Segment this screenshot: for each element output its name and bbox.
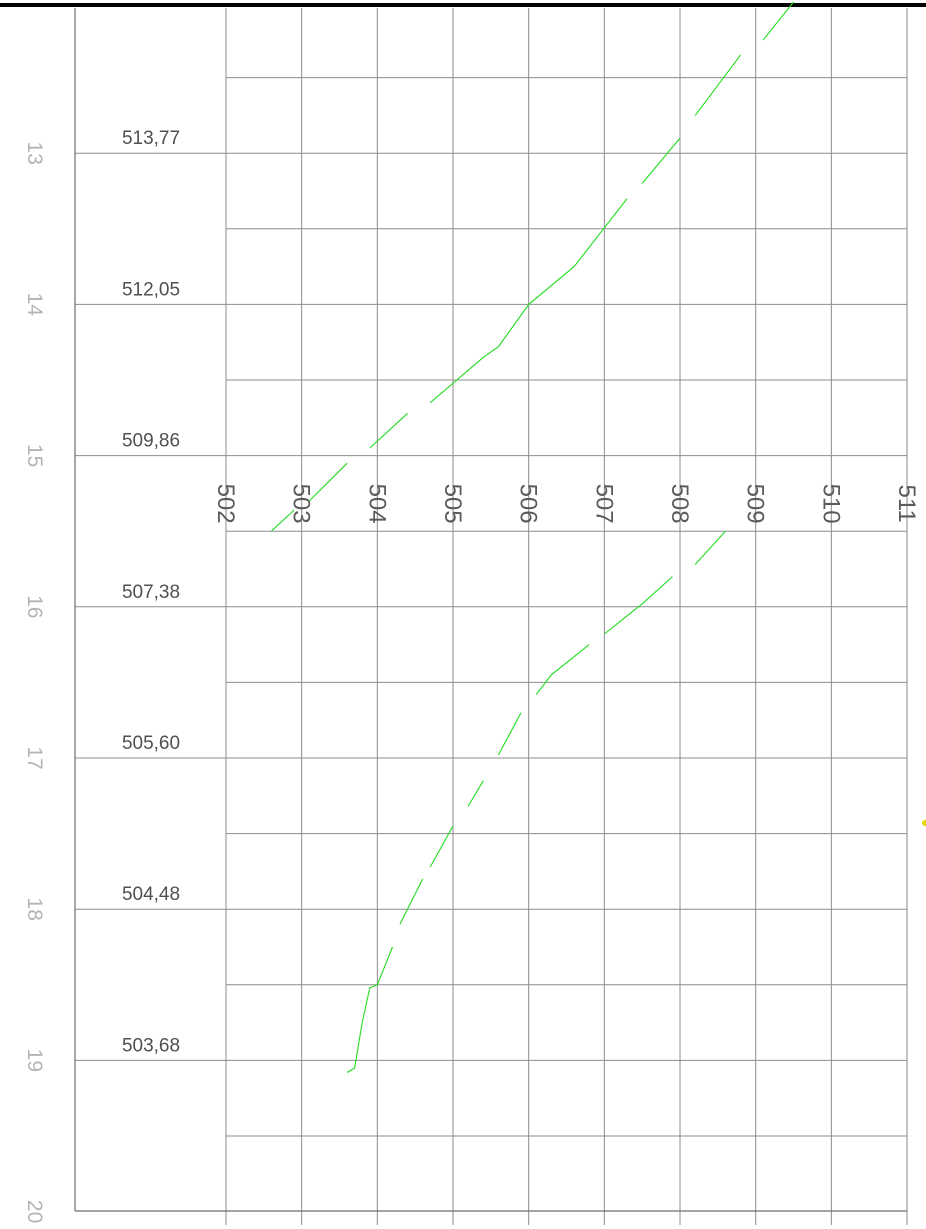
marker-dot: [922, 820, 926, 826]
profile-line-segment: [604, 576, 673, 635]
chart-decorations: [922, 820, 926, 826]
x-tick-label: 509: [742, 484, 769, 524]
profile-line-segment: [694, 54, 742, 116]
station-tick-label: 20: [23, 1200, 46, 1223]
profile-line-segment: [369, 412, 408, 449]
station-axis: 13 14 15 16 17 18 19 20: [23, 142, 46, 1224]
x-tick-label: 502: [212, 484, 239, 524]
x-tick-label: 505: [439, 484, 466, 524]
profile-line-segment: [271, 509, 295, 532]
station-tick-label: 17: [23, 746, 46, 769]
elevation-value-label: 513,77: [122, 128, 180, 149]
station-tick-label: 16: [23, 595, 46, 618]
elevation-value-label: 503,68: [122, 1035, 180, 1056]
station-tick-label: 18: [23, 898, 46, 921]
elevation-value-label: 512,05: [122, 279, 180, 300]
profile-line-segment: [346, 946, 394, 1073]
profile-series-1: [271, 1, 794, 532]
profile-line-segment: [399, 878, 424, 925]
elevation-value-label: 504,48: [122, 884, 180, 905]
elevation-column: 513,77 512,05 509,86 507,38 505,60 504,48 503,…: [122, 128, 180, 1056]
elevation-value-label: 505,60: [122, 733, 180, 754]
profile-line-segment: [762, 1, 794, 41]
x-tick-label: 506: [515, 484, 542, 524]
profile-line-segment: [694, 530, 726, 565]
profile-line-segment: [497, 712, 522, 756]
profile-line-segment: [467, 780, 484, 807]
x-tick-label: 510: [817, 484, 844, 524]
x-tick-label: 511: [893, 484, 920, 522]
profile-line-segment: [429, 198, 628, 404]
station-tick-label: 19: [23, 1049, 46, 1072]
x-tick-label: 507: [590, 484, 617, 524]
profile-line-segment: [429, 825, 454, 868]
profile-line-segment: [535, 644, 590, 695]
elevation-value-label: 509,86: [122, 431, 180, 452]
station-tick-label: 15: [23, 444, 46, 467]
chart-grid: [0, 3, 926, 1225]
profile-line-segment: [641, 137, 681, 184]
x-tick-label: 504: [363, 484, 390, 524]
x-tick-label: 508: [666, 484, 693, 524]
x-axis-ticks: 502 503 504 505 506 507 508 509 510 511: [212, 484, 920, 524]
profile-line-segment: [308, 462, 348, 502]
station-tick-label: 14: [23, 293, 46, 317]
profile-series: [271, 1, 794, 1073]
elevation-value-label: 507,38: [122, 582, 180, 603]
x-tick-label: 503: [288, 484, 315, 524]
profile-series-2: [346, 530, 726, 1073]
station-tick-label: 13: [23, 142, 46, 165]
